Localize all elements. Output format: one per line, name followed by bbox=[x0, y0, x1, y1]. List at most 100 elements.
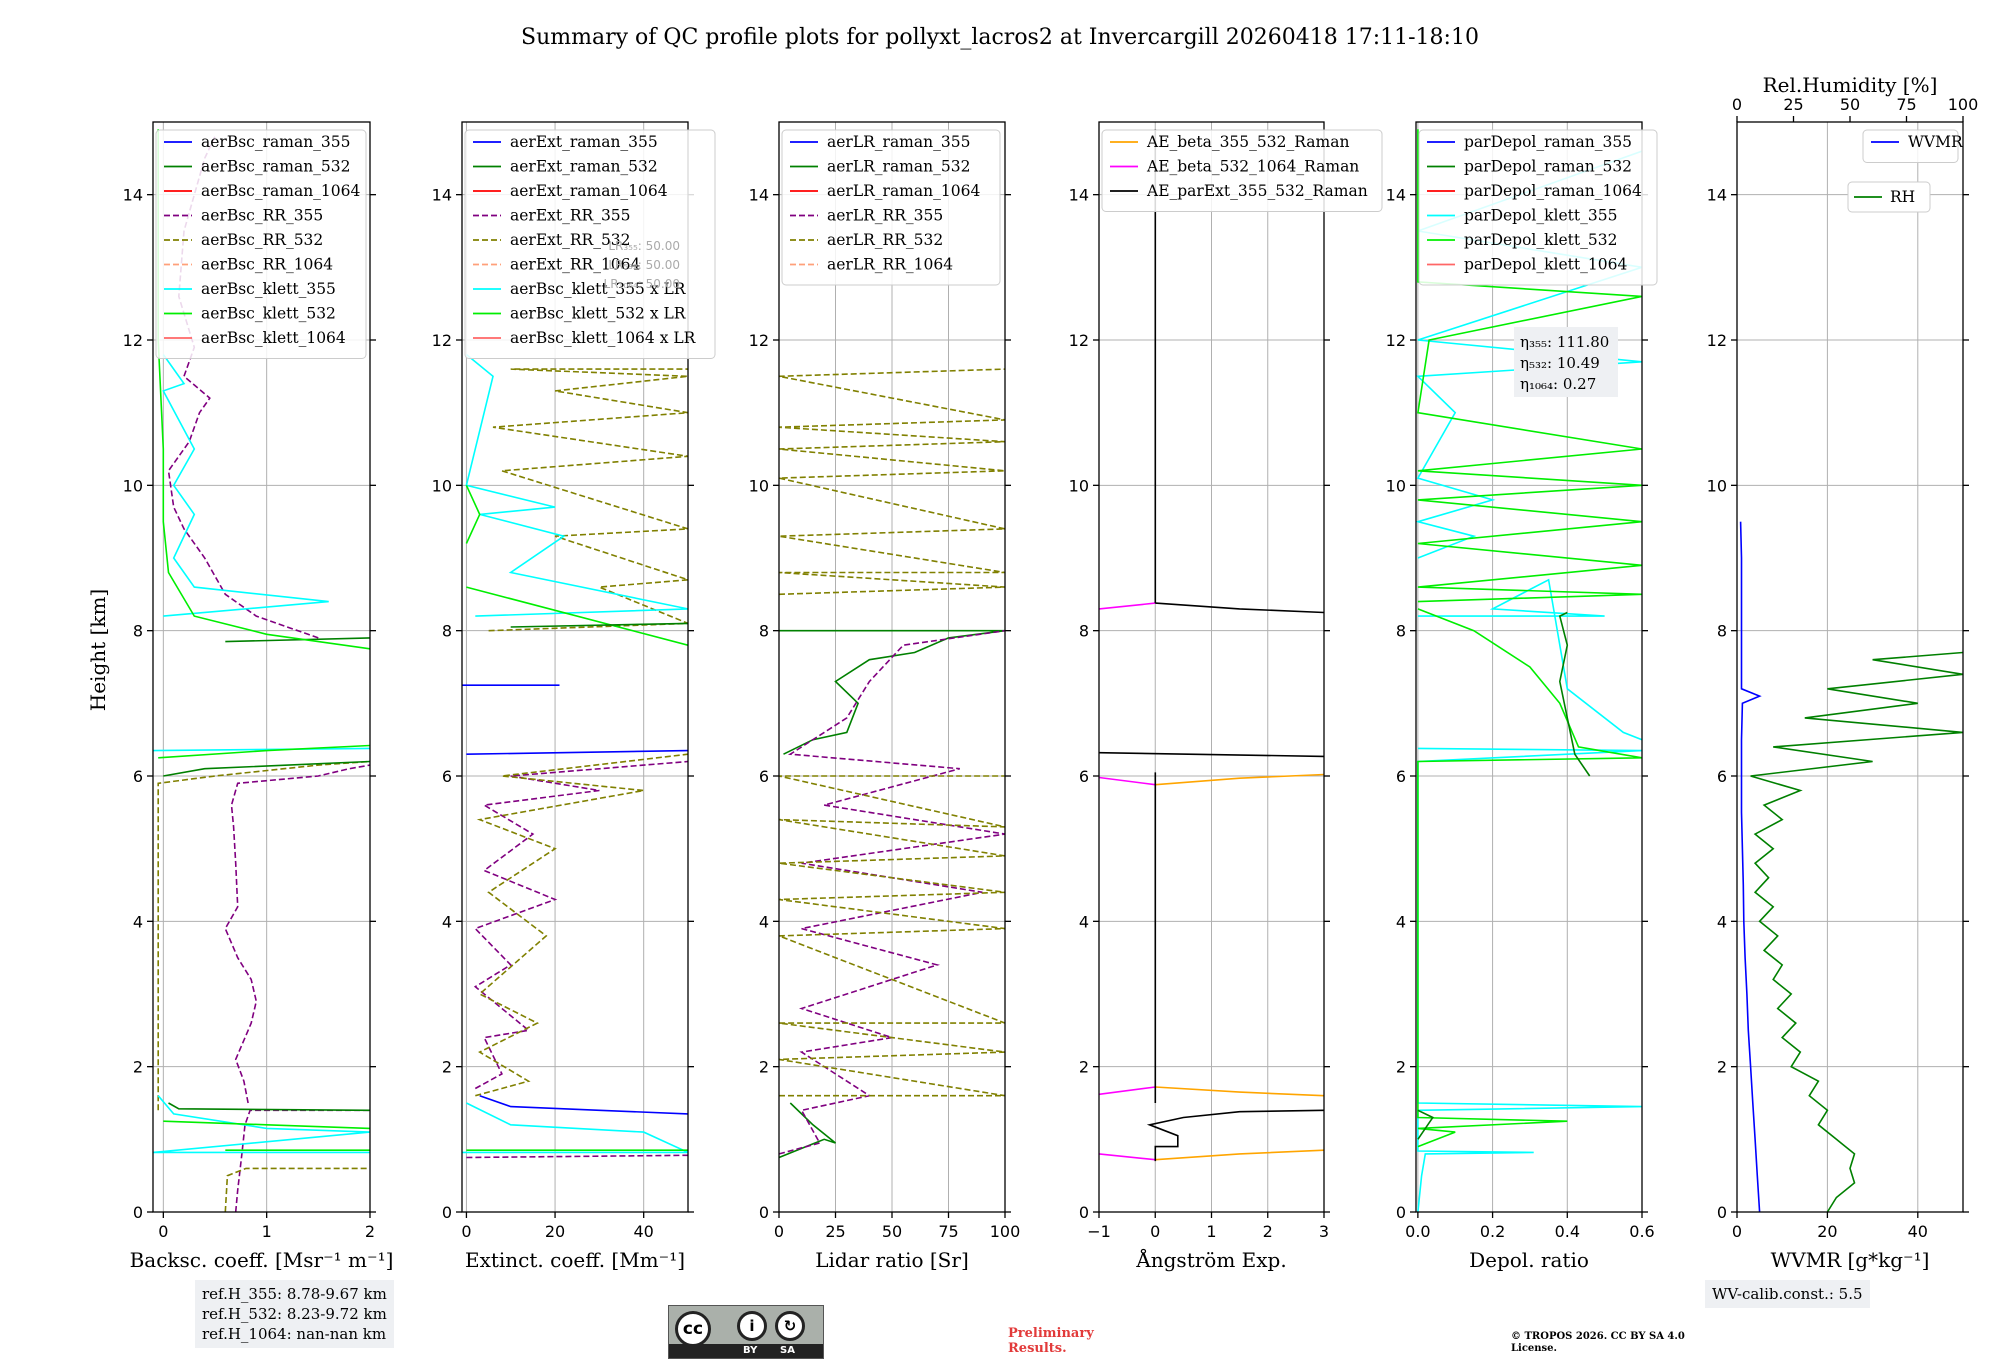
x-tick-label: −1 bbox=[1087, 1222, 1111, 1241]
series-group bbox=[462, 353, 688, 1159]
y-tick-label: 2 bbox=[1396, 1058, 1406, 1077]
series-line-aerBsc_klett_532_c bbox=[158, 744, 370, 759]
series-line-parDepol_klett_532 bbox=[1417, 608, 1642, 1148]
legend: parDepol_raman_355 parDepol_raman_532 parD… bbox=[1418, 129, 1658, 286]
legend2-frame bbox=[1847, 181, 1931, 213]
series-line-aerBsc_RR_532_b bbox=[157, 760, 370, 1111]
panel-frame bbox=[1736, 121, 1964, 1213]
legend: aerLR_raman_355 aerLR_raman_532 aerLR_rama… bbox=[781, 129, 1001, 286]
legend-entry: aerBsc_klett_1064 x LR bbox=[510, 329, 697, 347]
top-x-tick-label: 50 bbox=[1840, 95, 1860, 114]
legend-entry: parDepol_raman_355 bbox=[1464, 133, 1632, 151]
top-x-tick-label: 0 bbox=[1732, 95, 1742, 114]
x-tick-label: 40 bbox=[634, 1222, 654, 1241]
copyright-note: © TROPOS 2026. CC BY SA 4.0 License. bbox=[1511, 1331, 1685, 1354]
y-tick-label: 14 bbox=[1069, 186, 1089, 205]
legend-entry: aerBsc_klett_355 bbox=[201, 280, 336, 298]
cc-license-badge: cc i ↻ BY SA bbox=[668, 1305, 824, 1359]
series-line-aerExt_raman_355_b bbox=[466, 749, 688, 755]
series-group bbox=[779, 368, 1005, 1159]
panel-frame bbox=[1415, 121, 1643, 1213]
x-tick-label: 1 bbox=[262, 1222, 272, 1241]
y-tick-label: 8 bbox=[1717, 622, 1727, 641]
x-axis-label: Ångström Exp. bbox=[1135, 1247, 1286, 1272]
x-axis-label: WVMR [g*kg⁻¹] bbox=[1771, 1248, 1930, 1272]
series-line-aerBsc_klett_532_b bbox=[163, 1120, 370, 1130]
legend2-entry: RH bbox=[1890, 188, 1915, 206]
legend-entry: aerLR_raman_532 bbox=[827, 158, 970, 176]
cc-sa-label: SA bbox=[780, 1345, 795, 1356]
y-tick-label: 8 bbox=[759, 622, 769, 641]
y-tick-label: 14 bbox=[749, 186, 769, 205]
y-tick-label: 2 bbox=[1079, 1058, 1089, 1077]
series-line-parDepol_klett_532_b bbox=[1416, 129, 1642, 603]
series-line-AE_beta_355_532_Raman_b bbox=[1155, 1086, 1324, 1097]
legend-entry: AE_beta_532_1064_Raman bbox=[1146, 158, 1359, 176]
series-line-RH bbox=[1750, 651, 1963, 1212]
series-line-aerBsc_klett_532 x LR_c bbox=[465, 484, 481, 544]
series-line-parDepol_raman_532 bbox=[1417, 1109, 1434, 1140]
legend-entry: AE_beta_355_532_Raman bbox=[1146, 133, 1349, 151]
share-alike-icon: ↻ bbox=[775, 1311, 805, 1341]
series-line-parDepol_raman_532_b bbox=[1558, 611, 1591, 777]
y-tick-label: 4 bbox=[759, 912, 769, 931]
x-tick-label: 0.4 bbox=[1555, 1222, 1580, 1241]
x-tick-label: 20 bbox=[545, 1222, 565, 1241]
legend-entry: aerBsc_raman_532 bbox=[201, 158, 351, 176]
legend-entry: aerLR_raman_1064 bbox=[827, 182, 980, 200]
y-tick-label: 4 bbox=[442, 912, 452, 931]
series-line-aerBsc_klett_355_c bbox=[162, 354, 329, 617]
series-line-aerBsc_RR_355 bbox=[234, 1109, 370, 1212]
top-x-tick-label: 75 bbox=[1896, 95, 1916, 114]
y-tick-label: 6 bbox=[759, 767, 769, 786]
panel-lidar_ratio: 0 2 4 6 8 10 12 14 0 25 50 75 100 Lidar ratio [Sr] aer… bbox=[749, 121, 1020, 1272]
y-tick-label: 4 bbox=[133, 912, 143, 931]
y-tick-label: 10 bbox=[1386, 476, 1406, 495]
ref-height-1064: ref.H_1064: nan-nan km bbox=[202, 1325, 387, 1343]
legend-entry: WVMR bbox=[1908, 133, 1964, 151]
attribution-icon: i bbox=[737, 1311, 767, 1341]
y-tick-label: 0 bbox=[1079, 1203, 1089, 1222]
y-tick-label: 6 bbox=[1396, 767, 1406, 786]
x-tick-label: 0 bbox=[158, 1222, 168, 1241]
legend-entry: aerExt_raman_532 bbox=[510, 158, 658, 176]
series-line-AE_parExt_355_532_Raman_c bbox=[1099, 751, 1324, 758]
series-line-parDepol_klett_355 bbox=[1417, 747, 1642, 1212]
y-tick-label: 4 bbox=[1079, 912, 1089, 931]
legend-frame bbox=[781, 129, 1001, 286]
legend-entry: aerLR_RR_1064 bbox=[827, 256, 953, 274]
legend-entry: aerBsc_klett_532 bbox=[201, 305, 336, 323]
y-tick-label: 10 bbox=[123, 476, 143, 495]
top-x-tick-label: 100 bbox=[1948, 95, 1979, 114]
y-tick-label: 2 bbox=[759, 1058, 769, 1077]
x-tick-label: 2 bbox=[1263, 1222, 1273, 1241]
panel-water_vapor: 0 2 4 6 8 10 12 14 0 20 40 WVMR [g*kg⁻¹] 0 25 50 75 100 R… bbox=[1707, 73, 1979, 1272]
eta-label: η₅₃₂: 10.49 bbox=[1520, 354, 1600, 372]
wv-calibration-box: WV-calib.const.: 5.5 bbox=[1705, 1280, 1870, 1308]
series-line-AE_beta_532_1064_Raman bbox=[1099, 1153, 1156, 1161]
figure-title: Summary of QC profile plots for pollyxt_… bbox=[521, 25, 1479, 50]
series-group bbox=[1416, 129, 1642, 1212]
top-x-tick-label: 25 bbox=[1783, 95, 1803, 114]
legend-frame bbox=[155, 129, 367, 359]
lr-label: LR₁₀₆₄: 50.00 bbox=[604, 277, 680, 291]
y-tick-label: 8 bbox=[133, 622, 143, 641]
series-line-aerBsc_RR_355_cloud bbox=[167, 136, 319, 639]
reference-height-box: ref.H_355: 8.78-9.67 km ref.H_532: 8.23-… bbox=[195, 1280, 394, 1348]
x-tick-label: 0 bbox=[461, 1222, 471, 1241]
y-tick-label: 4 bbox=[1717, 912, 1727, 931]
y-tick-label: 14 bbox=[432, 186, 452, 205]
y-tick-label: 12 bbox=[1707, 331, 1727, 350]
series-line-AE_beta_532_1064_Raman_c bbox=[1099, 776, 1156, 786]
legend-entry: aerBsc_klett_1064 bbox=[201, 329, 346, 347]
y-tick-label: 0 bbox=[1717, 1203, 1727, 1222]
legend: aerExt_raman_355 aerExt_raman_532 aerExt_r… bbox=[464, 129, 716, 359]
legend-entry: aerBsc_raman_355 bbox=[201, 133, 351, 151]
y-tick-label: 12 bbox=[123, 331, 143, 350]
series-line-aerBsc_klett_355 bbox=[153, 1095, 370, 1154]
legend-entry: aerExt_RR_532 bbox=[510, 231, 631, 249]
series-line-aerExt_RR_532 bbox=[475, 753, 688, 1097]
legend-entry: AE_parExt_355_532_Raman bbox=[1146, 182, 1368, 200]
x-axis-label: Lidar ratio [Sr] bbox=[815, 1248, 969, 1272]
